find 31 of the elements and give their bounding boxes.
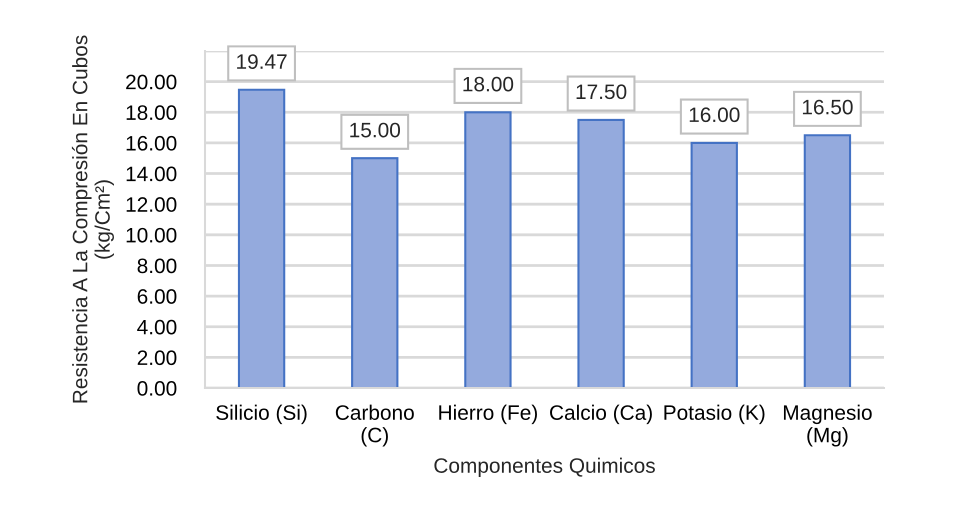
y-tick-label: 12.00 [126, 197, 176, 212]
x-tick-label: Silicio (Si) [216, 404, 307, 424]
bar [238, 88, 286, 388]
y-tick-label: 4.00 [137, 320, 176, 334]
x-tick-label: Magnesio (Mg) [784, 404, 872, 447]
y-tick-label: 6.00 [138, 289, 176, 304]
data-label: 16.00 [690, 107, 740, 122]
y-tick-label: 8.00 [138, 258, 176, 274]
x-tick-label: Calcio (Ca) [550, 404, 652, 424]
bar [690, 142, 738, 388]
data-label: 19.47 [237, 54, 287, 69]
x-tick-label: Potasio (K) [664, 404, 764, 424]
data-label: 17.50 [576, 84, 626, 100]
x-tick-label: Hierro (Fe) [439, 404, 537, 424]
bar [464, 111, 512, 388]
bar [804, 134, 852, 388]
y-tick-label: 14.00 [126, 166, 176, 182]
data-label: 18.00 [463, 76, 514, 92]
bar [351, 157, 398, 388]
x-axis-title: Componentes Quimicos [434, 458, 655, 478]
data-label: 16.50 [802, 100, 853, 114]
bar [577, 118, 625, 388]
y-tick-label: 0.00 [137, 381, 176, 396]
y-axis-title: Resistencia A La Compresión En Cubos (kg/Cm²) [72, 36, 114, 402]
x-tick-label: Carbono (C) [336, 404, 414, 447]
y-tick-label: 20.00 [126, 74, 176, 90]
y-tick-label: 10.00 [126, 228, 176, 243]
y-tick-label: 16.00 [126, 136, 176, 151]
data-label: 15.00 [350, 122, 400, 138]
y-tick-label: 2.00 [138, 350, 176, 366]
y-tick-label: 18.00 [126, 105, 176, 120]
